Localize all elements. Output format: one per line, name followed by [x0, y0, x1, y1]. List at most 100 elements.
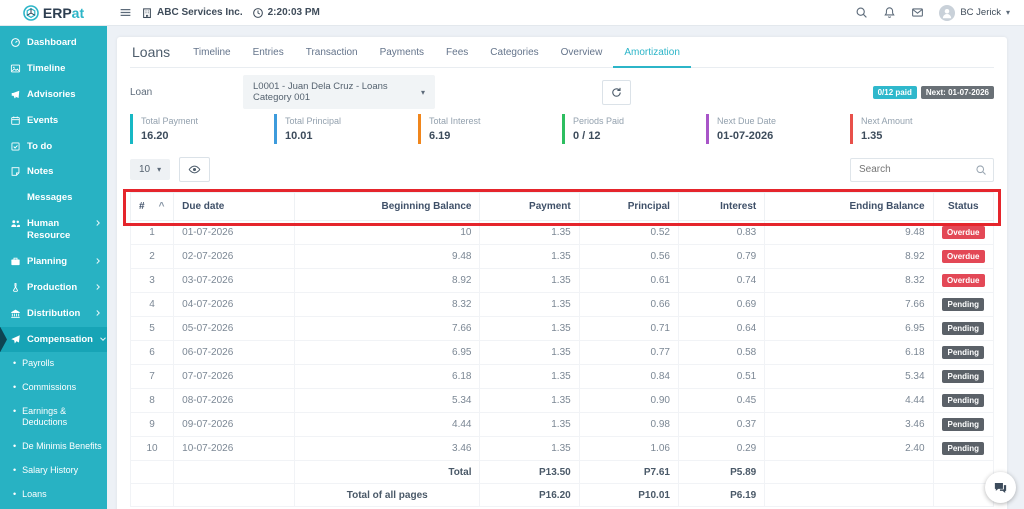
stat-value: 16.20 [141, 130, 270, 142]
sidebar-subitem-earnings-deductions[interactable]: •Earnings & Deductions [0, 400, 107, 435]
cell-interest: 0.69 [678, 293, 764, 317]
sidebar-item-compensation[interactable]: Compensation [0, 327, 107, 353]
cell-status: Pending [933, 389, 993, 413]
cell-principal: 0.52 [579, 221, 678, 245]
sort-indicator-icon[interactable]: ^ [159, 201, 165, 212]
sidebar-item-events[interactable]: Events [0, 108, 107, 134]
production-icon [10, 282, 21, 293]
cell-ending-balance: 8.92 [765, 245, 933, 269]
refresh-button[interactable] [602, 80, 631, 105]
cell-number: 9 [131, 413, 174, 437]
sidebar-item-planning[interactable]: Planning [0, 249, 107, 275]
bell-icon[interactable] [883, 6, 896, 19]
tab-entries[interactable]: Entries [242, 38, 295, 67]
column-header-principal[interactable]: Principal [579, 193, 678, 221]
notes-icon [10, 166, 21, 177]
tab-timeline[interactable]: Timeline [182, 38, 241, 67]
bullet-icon: • [13, 465, 16, 475]
cell-status: Pending [933, 437, 993, 461]
cell-interest: 0.51 [678, 365, 764, 389]
status-badge: Pending [942, 346, 984, 359]
stat-label: Total Interest [429, 116, 558, 126]
cell-principal: 0.84 [579, 365, 678, 389]
loans-card: Loans TimelineEntriesTransactionPayments… [117, 37, 1007, 509]
cell-beginning-balance: 8.32 [294, 293, 480, 317]
chat-button[interactable] [985, 472, 1016, 503]
search-icon[interactable] [855, 6, 868, 19]
sidebar-subitem-loans[interactable]: •Loans [0, 483, 107, 507]
cell-beginning-balance: 7.66 [294, 317, 480, 341]
cell-principal: 0.77 [579, 341, 678, 365]
column-header-number[interactable]: #^ [131, 193, 174, 221]
search-input[interactable] [857, 163, 975, 176]
cell-number: 4 [131, 293, 174, 317]
dashboard-icon [10, 37, 21, 48]
tab-transaction[interactable]: Transaction [295, 38, 369, 67]
cell-due-date: 06-07-2026 [174, 341, 295, 365]
cell-interest: 0.74 [678, 269, 764, 293]
tab-fees[interactable]: Fees [435, 38, 479, 67]
sidebar-item-distribution[interactable]: Distribution [0, 301, 107, 327]
menu-icon[interactable] [119, 6, 132, 19]
stat-card-total-payment: Total Payment 16.20 [130, 114, 274, 144]
app-logo[interactable]: ERPat [0, 5, 107, 21]
table-row: 101-07-2026101.350.520.839.48Overdue [131, 221, 994, 245]
loan-select[interactable]: L0001 - Juan Dela Cruz - Loans Category … [243, 75, 435, 109]
cell-status: Overdue [933, 269, 993, 293]
table-body: 101-07-2026101.350.520.839.48Overdue202-… [131, 221, 994, 461]
column-header-interest[interactable]: Interest [678, 193, 764, 221]
badge-group: 0/12 paid Next: 01-07-2026 [873, 86, 994, 99]
sidebar-subitem-commissions[interactable]: •Commissions [0, 376, 107, 400]
distribution-icon [10, 308, 21, 319]
sidebar-subitem-salary-history[interactable]: •Salary History [0, 459, 107, 483]
total-label: Total [294, 461, 480, 484]
sidebar-subitem-payrolls[interactable]: •Payrolls [0, 352, 107, 376]
page-size-select[interactable]: 10 ▾ [130, 159, 170, 180]
column-header-status[interactable]: Status [933, 193, 993, 221]
status-badge: Overdue [942, 226, 984, 239]
grand-total-label: Total of all pages [294, 484, 480, 507]
bullet-icon: • [13, 382, 16, 392]
column-header-due-date[interactable]: Due date [174, 193, 295, 221]
table-row: 808-07-20265.341.350.900.454.44Pending [131, 389, 994, 413]
column-visibility-button[interactable] [179, 157, 210, 182]
tab-categories[interactable]: Categories [479, 38, 549, 67]
cell-principal: 0.66 [579, 293, 678, 317]
refresh-icon [610, 86, 623, 99]
stat-label: Periods Paid [573, 116, 702, 126]
sidebar-item-production[interactable]: Production [0, 275, 107, 301]
column-header-ending-balance[interactable]: Ending Balance [765, 193, 933, 221]
tab-overview[interactable]: Overview [550, 38, 614, 67]
table-search [850, 158, 994, 182]
sidebar-item-to-do[interactable]: To do [0, 134, 107, 160]
sidebar-subitem-de-minimis-benefits[interactable]: •De Minimis Benefits [0, 435, 107, 459]
mail-icon[interactable] [911, 6, 924, 19]
sidebar-item-messages[interactable]: Messages [0, 185, 107, 211]
cell-payment: 1.35 [480, 317, 579, 341]
table-row: 909-07-20264.441.350.980.373.46Pending [131, 413, 994, 437]
column-header-beginning-balance[interactable]: Beginning Balance [294, 193, 480, 221]
tab-amortization[interactable]: Amortization [613, 38, 691, 68]
stat-card-total-interest: Total Interest6.19 [418, 114, 562, 144]
cell-principal: 0.56 [579, 245, 678, 269]
timeline-icon [10, 63, 21, 74]
topbar-left: ABC Services Inc. 2:20:03 PM [107, 6, 855, 19]
status-badge: Overdue [942, 274, 984, 287]
bullet-icon: • [13, 406, 16, 416]
cell-ending-balance: 6.95 [765, 317, 933, 341]
sidebar-item-advisories[interactable]: Advisories [0, 82, 107, 108]
human-resource-icon [10, 218, 21, 229]
sidebar-item-notes[interactable]: Notes [0, 159, 107, 185]
cell-interest: 0.64 [678, 317, 764, 341]
table-row: 202-07-20269.481.350.560.798.92Overdue [131, 245, 994, 269]
avatar [939, 5, 955, 21]
stat-label: Total Payment [141, 116, 270, 126]
cell-due-date: 08-07-2026 [174, 389, 295, 413]
next-due-badge: Next: 01-07-2026 [921, 86, 994, 99]
tab-payments[interactable]: Payments [369, 38, 435, 67]
sidebar-item-timeline[interactable]: Timeline [0, 56, 107, 82]
sidebar-item-human-resource[interactable]: Human Resource [0, 211, 107, 249]
sidebar-item-dashboard[interactable]: Dashboard [0, 30, 107, 56]
user-menu[interactable]: BC Jerick ▾ [939, 5, 1010, 21]
column-header-payment[interactable]: Payment [480, 193, 579, 221]
